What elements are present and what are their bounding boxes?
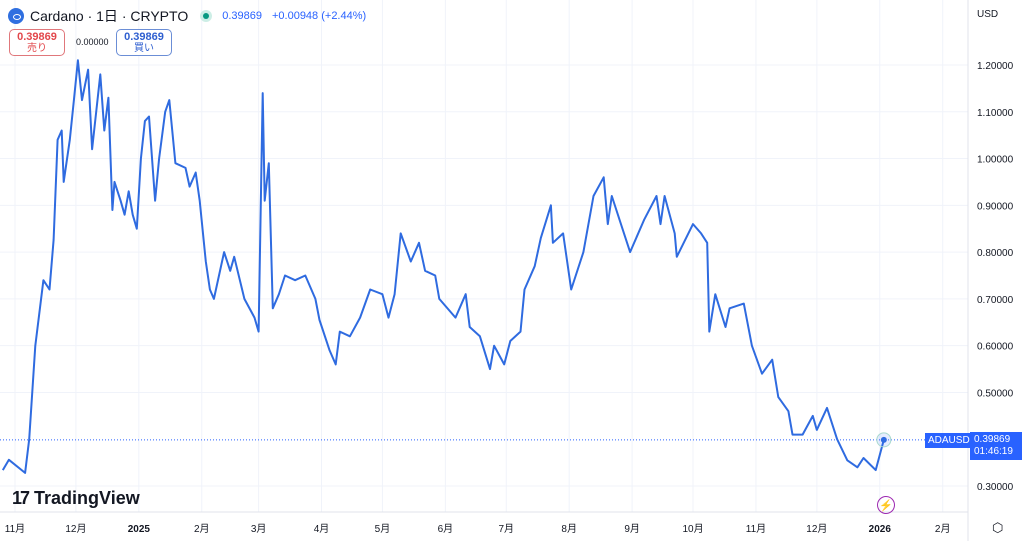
price-line	[1, 59, 885, 474]
last-point	[880, 436, 887, 443]
symbol-price-label: ADAUSD	[925, 433, 973, 448]
x-tick-label: 6月	[438, 523, 454, 535]
current-price: 0.39869	[974, 434, 1011, 445]
x-tick-label: 2月	[194, 523, 210, 535]
y-tick-label: 1.10000	[977, 108, 1014, 119]
x-tick-label: 2025	[128, 524, 151, 535]
sell-label: 売り	[27, 43, 47, 54]
lightning-icon[interactable]: ⚡	[877, 496, 895, 514]
y-tick-label: 1.20000	[977, 61, 1014, 72]
sell-button[interactable]: 0.39869 売り	[9, 29, 65, 56]
y-tick-label: 1.00000	[977, 155, 1014, 166]
x-tick-label: 11月	[5, 523, 25, 535]
current-price-label: 0.39869 01:46:19	[970, 432, 1022, 460]
price-change: +0.00948 (+2.44%)	[271, 10, 367, 22]
x-tick-label: 2月	[935, 523, 951, 535]
y-tick-label: 0.60000	[977, 342, 1014, 353]
gear-icon[interactable]: ⬡	[992, 520, 1004, 535]
buy-button[interactable]: 0.39869 買い	[116, 29, 172, 56]
x-tick-label: 12月	[806, 523, 827, 535]
currency-selector[interactable]: USD	[977, 9, 999, 20]
chart-header: Cardano · 1日 · CRYPTO 0.39869 +0.00948 (…	[8, 6, 366, 26]
bar-countdown: 01:46:19	[974, 446, 1013, 457]
x-tick-label: 11月	[746, 523, 766, 535]
x-tick-label: 2026	[869, 524, 892, 535]
x-tick-label: 8月	[561, 523, 577, 535]
x-tick-label: 9月	[624, 523, 640, 535]
sell-price: 0.39869	[17, 31, 57, 43]
y-tick-label: 0.80000	[977, 248, 1014, 259]
x-tick-label: 4月	[314, 523, 330, 535]
x-tick-label: 7月	[498, 523, 514, 535]
buy-label: 買い	[134, 43, 154, 54]
x-tick-label: 12月	[65, 523, 86, 535]
brand-name: TradingView	[34, 488, 140, 508]
y-tick-label: 0.70000	[977, 295, 1014, 306]
symbol-title[interactable]: Cardano · 1日 · CRYPTO	[30, 8, 189, 24]
tv-logo-icon: 17	[12, 488, 30, 508]
y-tick-label: 0.90000	[977, 201, 1014, 212]
x-tick-label: 10月	[682, 523, 703, 535]
x-tick-label: 3月	[251, 523, 267, 535]
spread: 0.00000	[76, 37, 109, 47]
y-tick-label: 0.50000	[977, 388, 1014, 399]
buy-price: 0.39869	[124, 31, 164, 43]
tradingview-logo[interactable]: 17 TradingView	[12, 488, 140, 509]
last-price: 0.39869	[222, 10, 262, 22]
market-status-icon[interactable]	[200, 10, 213, 22]
y-tick-label: 0.30000	[977, 482, 1014, 493]
cardano-logo-icon	[8, 8, 24, 24]
x-tick-label: 5月	[375, 523, 391, 535]
